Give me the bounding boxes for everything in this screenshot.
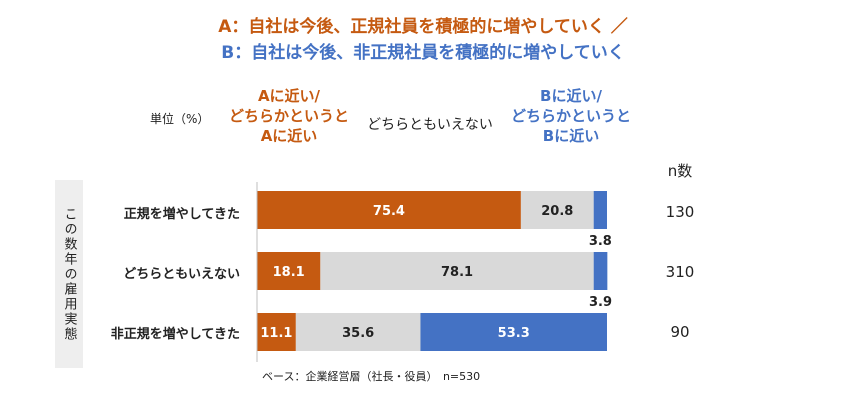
category-label: 正規を増やしてきた	[123, 207, 240, 222]
bar-segment-a	[257, 191, 521, 229]
legend-header-b: Bに近い/ どちらかというと Bに近い	[510, 86, 632, 146]
category-label: 非正規を増やしてきた	[110, 327, 240, 342]
n-value: 90	[670, 323, 690, 341]
n-value: 310	[665, 263, 695, 281]
side-label: この数年の雇用実態	[55, 180, 83, 368]
data-label: 3.8	[589, 234, 612, 249]
legend-header-neutral: どちらともいえない	[367, 117, 493, 133]
legend-header-a-line2: どちらかというと	[228, 107, 349, 125]
data-label: 3.9	[589, 295, 612, 310]
bar-segment-mid	[320, 252, 594, 290]
data-label: 18.1	[273, 265, 305, 280]
n-value: 130	[665, 203, 695, 221]
bar-segment-mid	[520, 191, 594, 229]
data-label: 78.1	[441, 265, 473, 280]
category-label: どちらともいえない	[123, 267, 240, 282]
data-label: 20.8	[541, 204, 573, 219]
data-label: 75.4	[373, 204, 405, 219]
data-label: 35.6	[342, 326, 374, 341]
bar-segment-b	[593, 252, 608, 290]
unit-label: 単位（%）	[150, 112, 210, 126]
bar-segment-b	[593, 191, 607, 229]
legend-header-a: Aに近い/ どちらかというと Aに近い	[228, 86, 350, 146]
bar-segment-b	[420, 313, 607, 351]
side-panel	[55, 180, 83, 368]
chart-title-b: B：自社は今後、非正規社員を積極的に増やしていく	[221, 43, 625, 63]
legend-header-a-line3: Aに近い	[260, 127, 318, 145]
bar-segment-a	[257, 313, 296, 351]
legend-header-a-line1: Aに近い/	[257, 87, 321, 105]
legend-header-b-line3: Bに近い	[542, 127, 600, 145]
chart-title-a: A：自社は今後、正規社員を積極的に増やしていく ／	[218, 17, 628, 37]
side-label-text: この数年の雇用実態	[61, 206, 77, 342]
data-label: 11.1	[260, 326, 292, 341]
bar-segment-mid	[295, 313, 421, 351]
base-note: ベース：企業経営層（社長・役員） n=530	[262, 370, 481, 383]
data-label: 53.3	[498, 326, 530, 341]
n-header: n数	[667, 162, 693, 180]
legend-header-b-line2: どちらかというと	[510, 107, 631, 125]
legend-header-b-line1: Bに近い/	[540, 87, 602, 105]
bar-segment-a	[257, 252, 321, 290]
